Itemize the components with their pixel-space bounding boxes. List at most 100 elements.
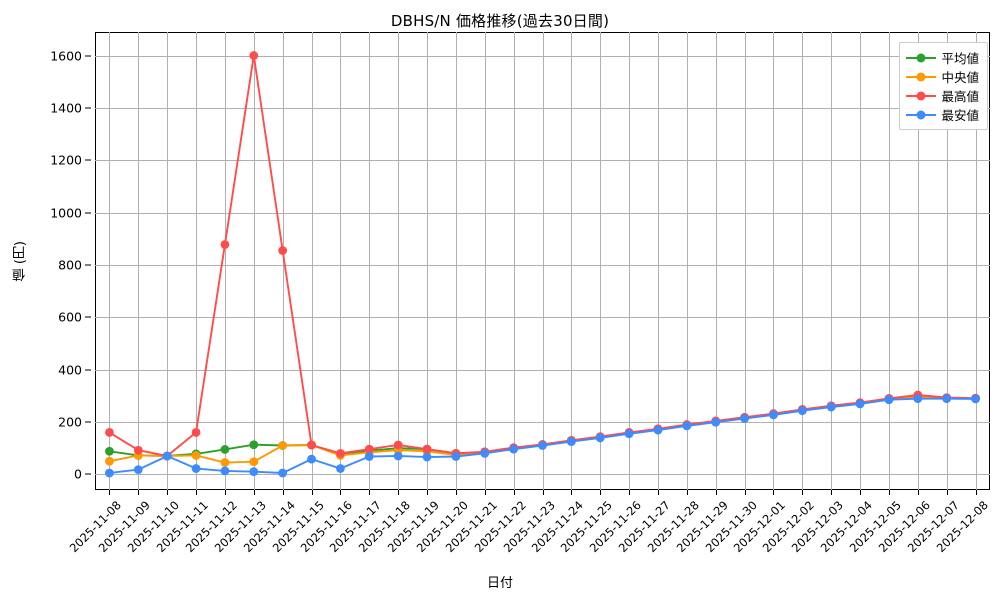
legend-item[interactable]: 最高値 xyxy=(906,86,979,105)
gridline-vertical xyxy=(657,32,659,490)
x-tick-mark xyxy=(282,490,284,495)
y-tick-mark xyxy=(85,369,91,371)
x-tick-mark xyxy=(484,490,486,495)
data-point xyxy=(509,444,519,454)
legend-item[interactable]: 平均値 xyxy=(906,48,979,67)
data-point xyxy=(336,448,345,458)
x-tick-mark xyxy=(455,490,457,495)
data-point xyxy=(220,240,230,249)
y-tick-mark xyxy=(85,107,91,109)
data-point xyxy=(393,440,403,450)
data-point xyxy=(307,440,316,450)
data-point xyxy=(393,451,403,461)
data-point xyxy=(307,454,316,464)
gridline-vertical xyxy=(369,32,371,490)
x-tick-mark xyxy=(513,490,515,495)
data-point xyxy=(278,441,288,450)
x-tick-mark xyxy=(773,490,775,495)
series-line xyxy=(108,396,977,464)
legend-item[interactable]: 最安値 xyxy=(906,105,979,124)
x-tick-mark xyxy=(657,490,659,495)
data-point xyxy=(191,451,201,460)
x-axis-ticks: 2025-11-08 2025-11-09 2025-11-10 2025-11-11… xyxy=(67,490,990,570)
data-point xyxy=(797,406,807,416)
data-point xyxy=(711,417,721,427)
x-tick-mark xyxy=(975,490,977,495)
gridline-vertical xyxy=(686,32,688,490)
gridline-vertical xyxy=(542,32,544,490)
data-point xyxy=(422,452,432,462)
data-point xyxy=(249,457,259,467)
series-4 xyxy=(105,394,980,478)
series-layer xyxy=(105,51,980,478)
x-tick-mark xyxy=(340,490,342,495)
data-point xyxy=(653,425,663,435)
legend-label: 最高値 xyxy=(941,89,979,104)
y-tick-mark xyxy=(85,212,91,214)
y-tick-mark xyxy=(85,55,91,57)
gridline-vertical xyxy=(975,32,977,490)
x-tick-mark xyxy=(686,490,688,495)
data-point xyxy=(133,445,143,455)
data-point xyxy=(566,437,576,446)
x-tick-mark xyxy=(109,490,111,495)
gridline-vertical xyxy=(455,32,457,490)
legend-item[interactable]: 中央値 xyxy=(906,67,979,86)
legend-swatch-icon xyxy=(906,71,937,83)
x-tick-mark xyxy=(398,490,400,495)
data-point xyxy=(595,433,605,443)
data-point xyxy=(538,441,547,450)
y-tick-mark xyxy=(85,264,91,266)
x-tick-mark xyxy=(802,490,804,495)
x-tick-mark xyxy=(427,490,429,495)
legend-label: 中央値 xyxy=(941,70,979,85)
data-point xyxy=(105,428,114,437)
data-point xyxy=(220,445,230,454)
y-tick-label: 1400 xyxy=(50,100,82,116)
data-point xyxy=(451,452,461,461)
y-tick-label: 1600 xyxy=(50,48,82,64)
series-1 xyxy=(105,392,980,461)
series-3 xyxy=(105,51,980,461)
gridline-vertical xyxy=(311,32,313,490)
data-point xyxy=(133,465,143,474)
x-tick-mark xyxy=(369,490,371,495)
x-axis-title: 日付 xyxy=(486,576,513,591)
legend-swatch-icon xyxy=(906,90,937,102)
data-point xyxy=(220,458,230,467)
x-tick-mark xyxy=(542,490,544,495)
x-tick-mark xyxy=(138,490,140,495)
data-point xyxy=(884,395,894,405)
data-point xyxy=(855,399,865,409)
legend-swatch-icon xyxy=(906,109,937,121)
chart-title: DBHS/N 価格推移(過去30日間) xyxy=(390,12,610,30)
x-tick-mark xyxy=(831,490,833,495)
gridline-vertical xyxy=(946,32,948,490)
x-tick-mark xyxy=(253,490,255,495)
x-tick-mark xyxy=(917,490,919,495)
x-tick-mark xyxy=(167,490,169,495)
gridline-vertical xyxy=(138,32,140,490)
data-point xyxy=(913,394,923,404)
legend-label: 平均値 xyxy=(941,51,979,66)
data-point xyxy=(220,466,230,476)
gridline-vertical xyxy=(196,32,198,490)
gridline-vertical xyxy=(398,32,400,490)
data-point xyxy=(480,448,490,458)
gridline-vertical xyxy=(224,32,226,490)
data-point xyxy=(249,440,259,450)
data-point xyxy=(364,444,374,454)
plot-area xyxy=(95,32,990,490)
y-tick-mark xyxy=(85,473,91,475)
data-point xyxy=(624,429,634,439)
x-tick-mark xyxy=(715,490,717,495)
legend-label: 最安値 xyxy=(941,108,979,123)
data-point xyxy=(249,467,259,477)
y-tick-mark xyxy=(85,159,91,161)
data-point xyxy=(249,51,259,60)
data-point xyxy=(191,464,201,473)
data-point xyxy=(740,414,749,423)
chart-legend: 平均値中央値最高値最安値 xyxy=(899,42,988,130)
data-point xyxy=(364,452,374,461)
